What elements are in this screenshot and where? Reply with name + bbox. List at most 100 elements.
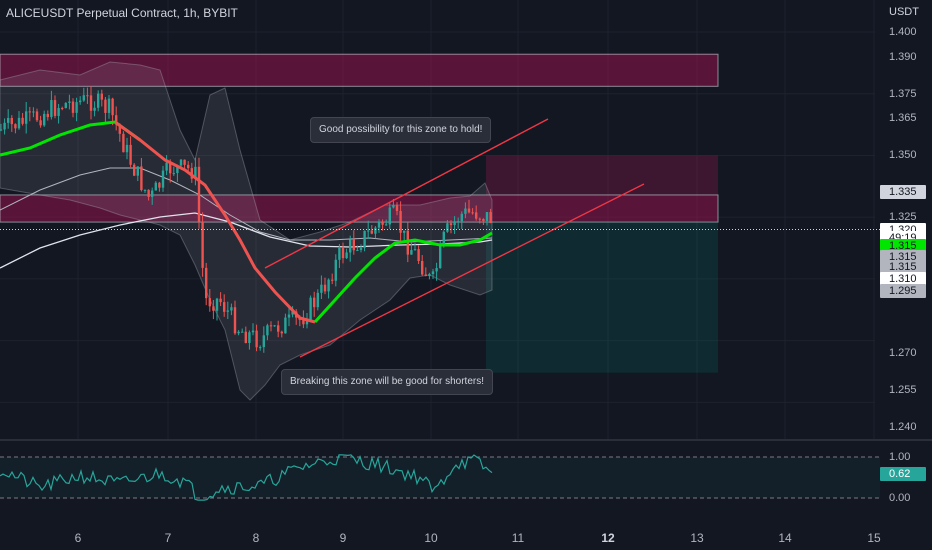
candle-body: [313, 297, 316, 308]
candle-body: [205, 267, 208, 299]
candle-body: [446, 223, 449, 232]
candle-body: [424, 274, 427, 277]
candle-body: [165, 162, 168, 171]
candle-body: [86, 95, 89, 97]
candle-body: [161, 170, 165, 188]
candle-body: [417, 249, 420, 262]
candle-body: [453, 221, 456, 226]
candle-body: [89, 95, 93, 111]
hold-callout: Good possibility for this zone to hold!: [310, 117, 492, 143]
candle-body: [449, 223, 453, 226]
candle-body: [57, 107, 60, 116]
candle-body: [237, 331, 240, 334]
candle-body: [338, 247, 341, 260]
candle-body: [230, 307, 233, 311]
candle-body: [61, 107, 64, 109]
candle-body: [39, 120, 42, 126]
candle-body: [485, 212, 489, 222]
candle-body: [331, 279, 334, 281]
candle-body: [208, 298, 211, 307]
price-tick: 1.365: [889, 112, 917, 125]
candle-body: [406, 230, 409, 255]
candle-body: [140, 166, 143, 191]
time-tick: 13: [690, 531, 704, 545]
price-badge: 1.315: [880, 259, 926, 274]
candle-body: [233, 307, 237, 334]
candle-body: [410, 250, 413, 255]
time-tick: 11: [511, 531, 525, 545]
price-badge: 1.315: [880, 238, 926, 253]
candle-body: [334, 259, 337, 281]
time-tick: 12: [601, 531, 615, 545]
candle-body: [3, 122, 6, 130]
candle-body: [104, 99, 107, 113]
candle-body: [93, 107, 96, 111]
price-badge: 1.295: [880, 284, 926, 299]
candle-body: [179, 159, 183, 166]
candle-body: [460, 213, 463, 222]
candle-body: [183, 159, 186, 165]
candle-body: [7, 117, 10, 123]
candle-body: [385, 224, 388, 226]
candle-body: [248, 332, 251, 344]
candle-body: [327, 279, 330, 292]
currency-label: USDT: [889, 6, 919, 18]
candle-body: [35, 111, 39, 121]
price-tick: 1.390: [889, 50, 917, 63]
candle-body: [352, 239, 355, 251]
candle-body: [118, 124, 121, 134]
oscillator-band: [0, 457, 880, 498]
candle-body: [212, 306, 215, 311]
candle-body: [53, 100, 57, 116]
price-tick: 1.255: [889, 383, 917, 396]
time-tick: 7: [164, 531, 172, 545]
candle-body: [356, 249, 359, 251]
candle-body: [255, 330, 258, 348]
candle-body: [478, 218, 481, 220]
candle-body: [10, 117, 13, 125]
upper-resistance-zone: [0, 53, 719, 87]
candle-body: [370, 230, 373, 234]
candle-body: [471, 212, 474, 214]
candle-body: [125, 144, 129, 153]
candle-body: [305, 321, 309, 325]
candle-body: [392, 205, 395, 208]
candle-body: [17, 117, 21, 129]
price-tick: 1.325: [889, 211, 917, 224]
candle-body: [71, 101, 75, 113]
candle-body: [381, 221, 384, 225]
candle-body: [435, 268, 438, 272]
candle-body: [302, 319, 305, 325]
candle-body: [262, 335, 265, 348]
candle-body: [215, 298, 219, 311]
target-zone: [486, 222, 718, 373]
channel-lower-line: [299, 183, 645, 358]
candle-body: [133, 164, 136, 176]
candle-body: [158, 182, 161, 188]
candle-body: [374, 227, 377, 234]
channel-upper-line: [264, 118, 549, 269]
price-tick: 1.240: [889, 421, 917, 433]
candle-body: [46, 113, 49, 118]
candle-body: [172, 173, 175, 175]
time-tick: 10: [424, 531, 438, 545]
chart-title: ALICEUSDT Perpetual Contract, 1h, BYBIT: [6, 6, 238, 20]
candle-body: [115, 115, 118, 125]
candle-body: [367, 230, 370, 232]
candle-body: [403, 230, 406, 233]
candle-body: [280, 331, 283, 334]
candle-body: [169, 162, 172, 174]
candle-body: [320, 284, 323, 293]
candle-body: [345, 252, 348, 259]
price-tick: 1.375: [889, 87, 917, 100]
candle-body: [147, 189, 150, 197]
candle-body: [97, 93, 100, 108]
candle-body: [428, 273, 431, 277]
stop-zone: [486, 155, 718, 195]
ma-mid-line: [0, 167, 493, 243]
candle-body: [399, 210, 402, 233]
candle-body: [50, 100, 53, 118]
candle-body: [287, 314, 291, 318]
candle-body: [241, 331, 244, 333]
